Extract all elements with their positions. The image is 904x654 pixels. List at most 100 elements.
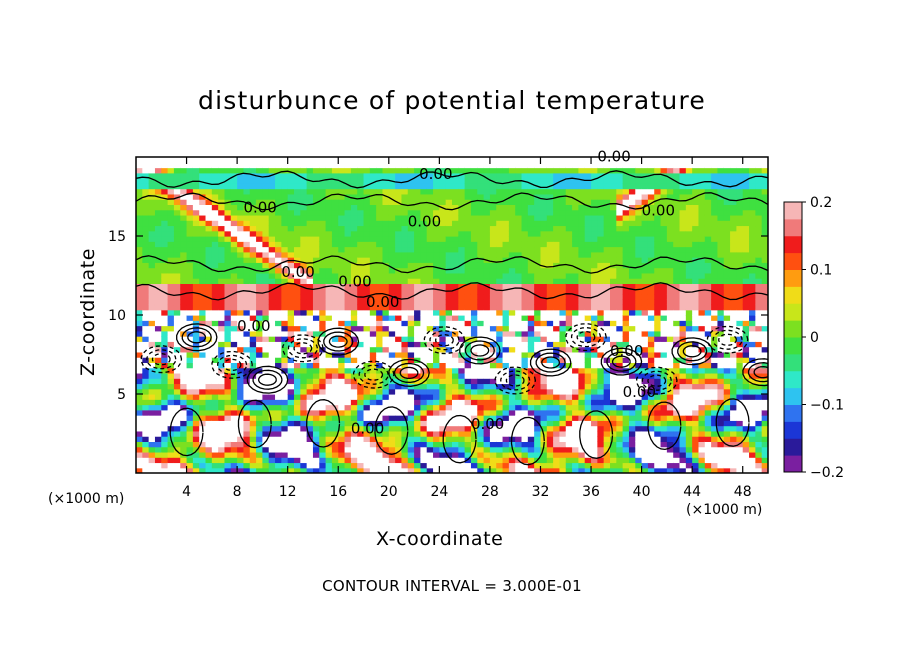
heatmap-cell — [540, 457, 548, 464]
heatmap-cell — [281, 388, 289, 395]
heatmap-cell — [534, 225, 542, 232]
heatmap-cell — [161, 372, 169, 379]
heatmap-cell — [192, 467, 200, 473]
heatmap-cell — [445, 204, 453, 211]
heatmap-cell — [534, 262, 542, 269]
heatmap-cell — [439, 420, 447, 427]
heatmap-cell — [237, 309, 245, 316]
heatmap-cell — [287, 330, 295, 337]
heatmap-cell — [559, 304, 567, 311]
heatmap-cell — [622, 188, 630, 195]
heatmap-cell — [521, 236, 529, 242]
heatmap-cell — [420, 257, 428, 263]
heatmap-cell — [603, 330, 611, 337]
heatmap-cell — [161, 188, 169, 195]
heatmap-cell — [224, 172, 232, 179]
heatmap-cell — [565, 446, 573, 453]
heatmap-cell — [154, 309, 162, 316]
heatmap-cell — [452, 167, 459, 174]
heatmap-cell — [237, 299, 245, 306]
heatmap-cell — [281, 420, 289, 427]
heatmap-cell — [597, 315, 605, 321]
heatmap-cell — [224, 330, 232, 337]
heatmap-cell — [148, 178, 156, 184]
heatmap-cell — [489, 320, 497, 327]
heatmap-cell — [268, 378, 276, 385]
heatmap-cell — [325, 167, 333, 174]
heatmap-cell — [628, 288, 636, 295]
heatmap-cell — [382, 320, 390, 327]
heatmap-cell — [445, 220, 453, 227]
heatmap-cell — [433, 220, 440, 227]
heatmap-cell — [161, 467, 169, 473]
heatmap-cell — [142, 383, 150, 390]
heatmap-cell — [477, 283, 485, 290]
heatmap-cell — [281, 193, 289, 200]
heatmap-cell — [249, 330, 257, 337]
heatmap-cell — [591, 246, 598, 253]
heatmap-cell — [597, 446, 605, 453]
heatmap-cell — [325, 404, 333, 411]
heatmap-cell — [199, 462, 207, 469]
heatmap-cell — [559, 362, 567, 369]
heatmap-cell — [502, 172, 510, 179]
heatmap-cell — [275, 214, 282, 221]
heatmap-cell — [591, 272, 598, 279]
heatmap-cell — [572, 225, 579, 232]
heatmap-cell — [603, 409, 611, 416]
heatmap-cell — [192, 199, 200, 205]
heatmap-cell — [186, 415, 194, 421]
heatmap-cell — [192, 357, 200, 363]
heatmap-cell — [578, 209, 586, 216]
heatmap-cell — [142, 162, 150, 169]
heatmap-cell — [647, 236, 655, 242]
heatmap-cell — [325, 162, 333, 169]
heatmap-cell — [527, 267, 535, 274]
heatmap-cell — [521, 157, 529, 163]
heatmap-cell — [350, 230, 358, 237]
heatmap-cell — [414, 462, 421, 469]
heatmap-cell — [616, 251, 624, 258]
heatmap-cell — [407, 288, 415, 295]
heatmap-cell — [395, 378, 403, 385]
heatmap-cell — [300, 251, 308, 258]
heatmap-cell — [407, 336, 415, 342]
heatmap-cell — [452, 415, 459, 421]
heatmap-cell — [294, 246, 301, 253]
heatmap-cell — [224, 299, 232, 306]
heatmap-cell — [515, 309, 523, 316]
heatmap-cell — [515, 299, 523, 306]
heatmap-cell — [388, 230, 396, 237]
heatmap-cell — [584, 415, 592, 421]
heatmap-cell — [502, 430, 510, 437]
heatmap-cell — [249, 436, 257, 442]
heatmap-cell — [350, 409, 358, 416]
heatmap-cell — [294, 367, 301, 374]
heatmap-cell — [319, 183, 327, 190]
heatmap-cell — [173, 251, 181, 258]
heatmap-cell — [407, 330, 415, 337]
heatmap-cell — [287, 278, 295, 284]
heatmap-cell — [610, 394, 617, 400]
heatmap-cell — [167, 346, 175, 353]
heatmap-cell — [483, 388, 491, 395]
heatmap-cell — [407, 304, 415, 311]
heatmap-cell — [319, 457, 327, 464]
heatmap-cell — [161, 278, 169, 284]
heatmap-cell — [199, 246, 207, 253]
heatmap-cell — [148, 267, 156, 274]
heatmap-cell — [173, 230, 181, 237]
heatmap-cell — [136, 162, 143, 169]
heatmap-cell — [388, 336, 396, 342]
heatmap-cell — [420, 225, 428, 232]
heatmap-cell — [344, 315, 352, 321]
heatmap-cell — [572, 383, 579, 390]
heatmap-cell — [218, 209, 226, 216]
heatmap-cell — [565, 178, 573, 184]
heatmap-cell — [136, 430, 143, 437]
heatmap-cell — [218, 241, 226, 248]
heatmap-cell — [483, 246, 491, 253]
heatmap-cell — [224, 193, 232, 200]
heatmap-cell — [515, 172, 523, 179]
heatmap-cell — [319, 325, 327, 332]
